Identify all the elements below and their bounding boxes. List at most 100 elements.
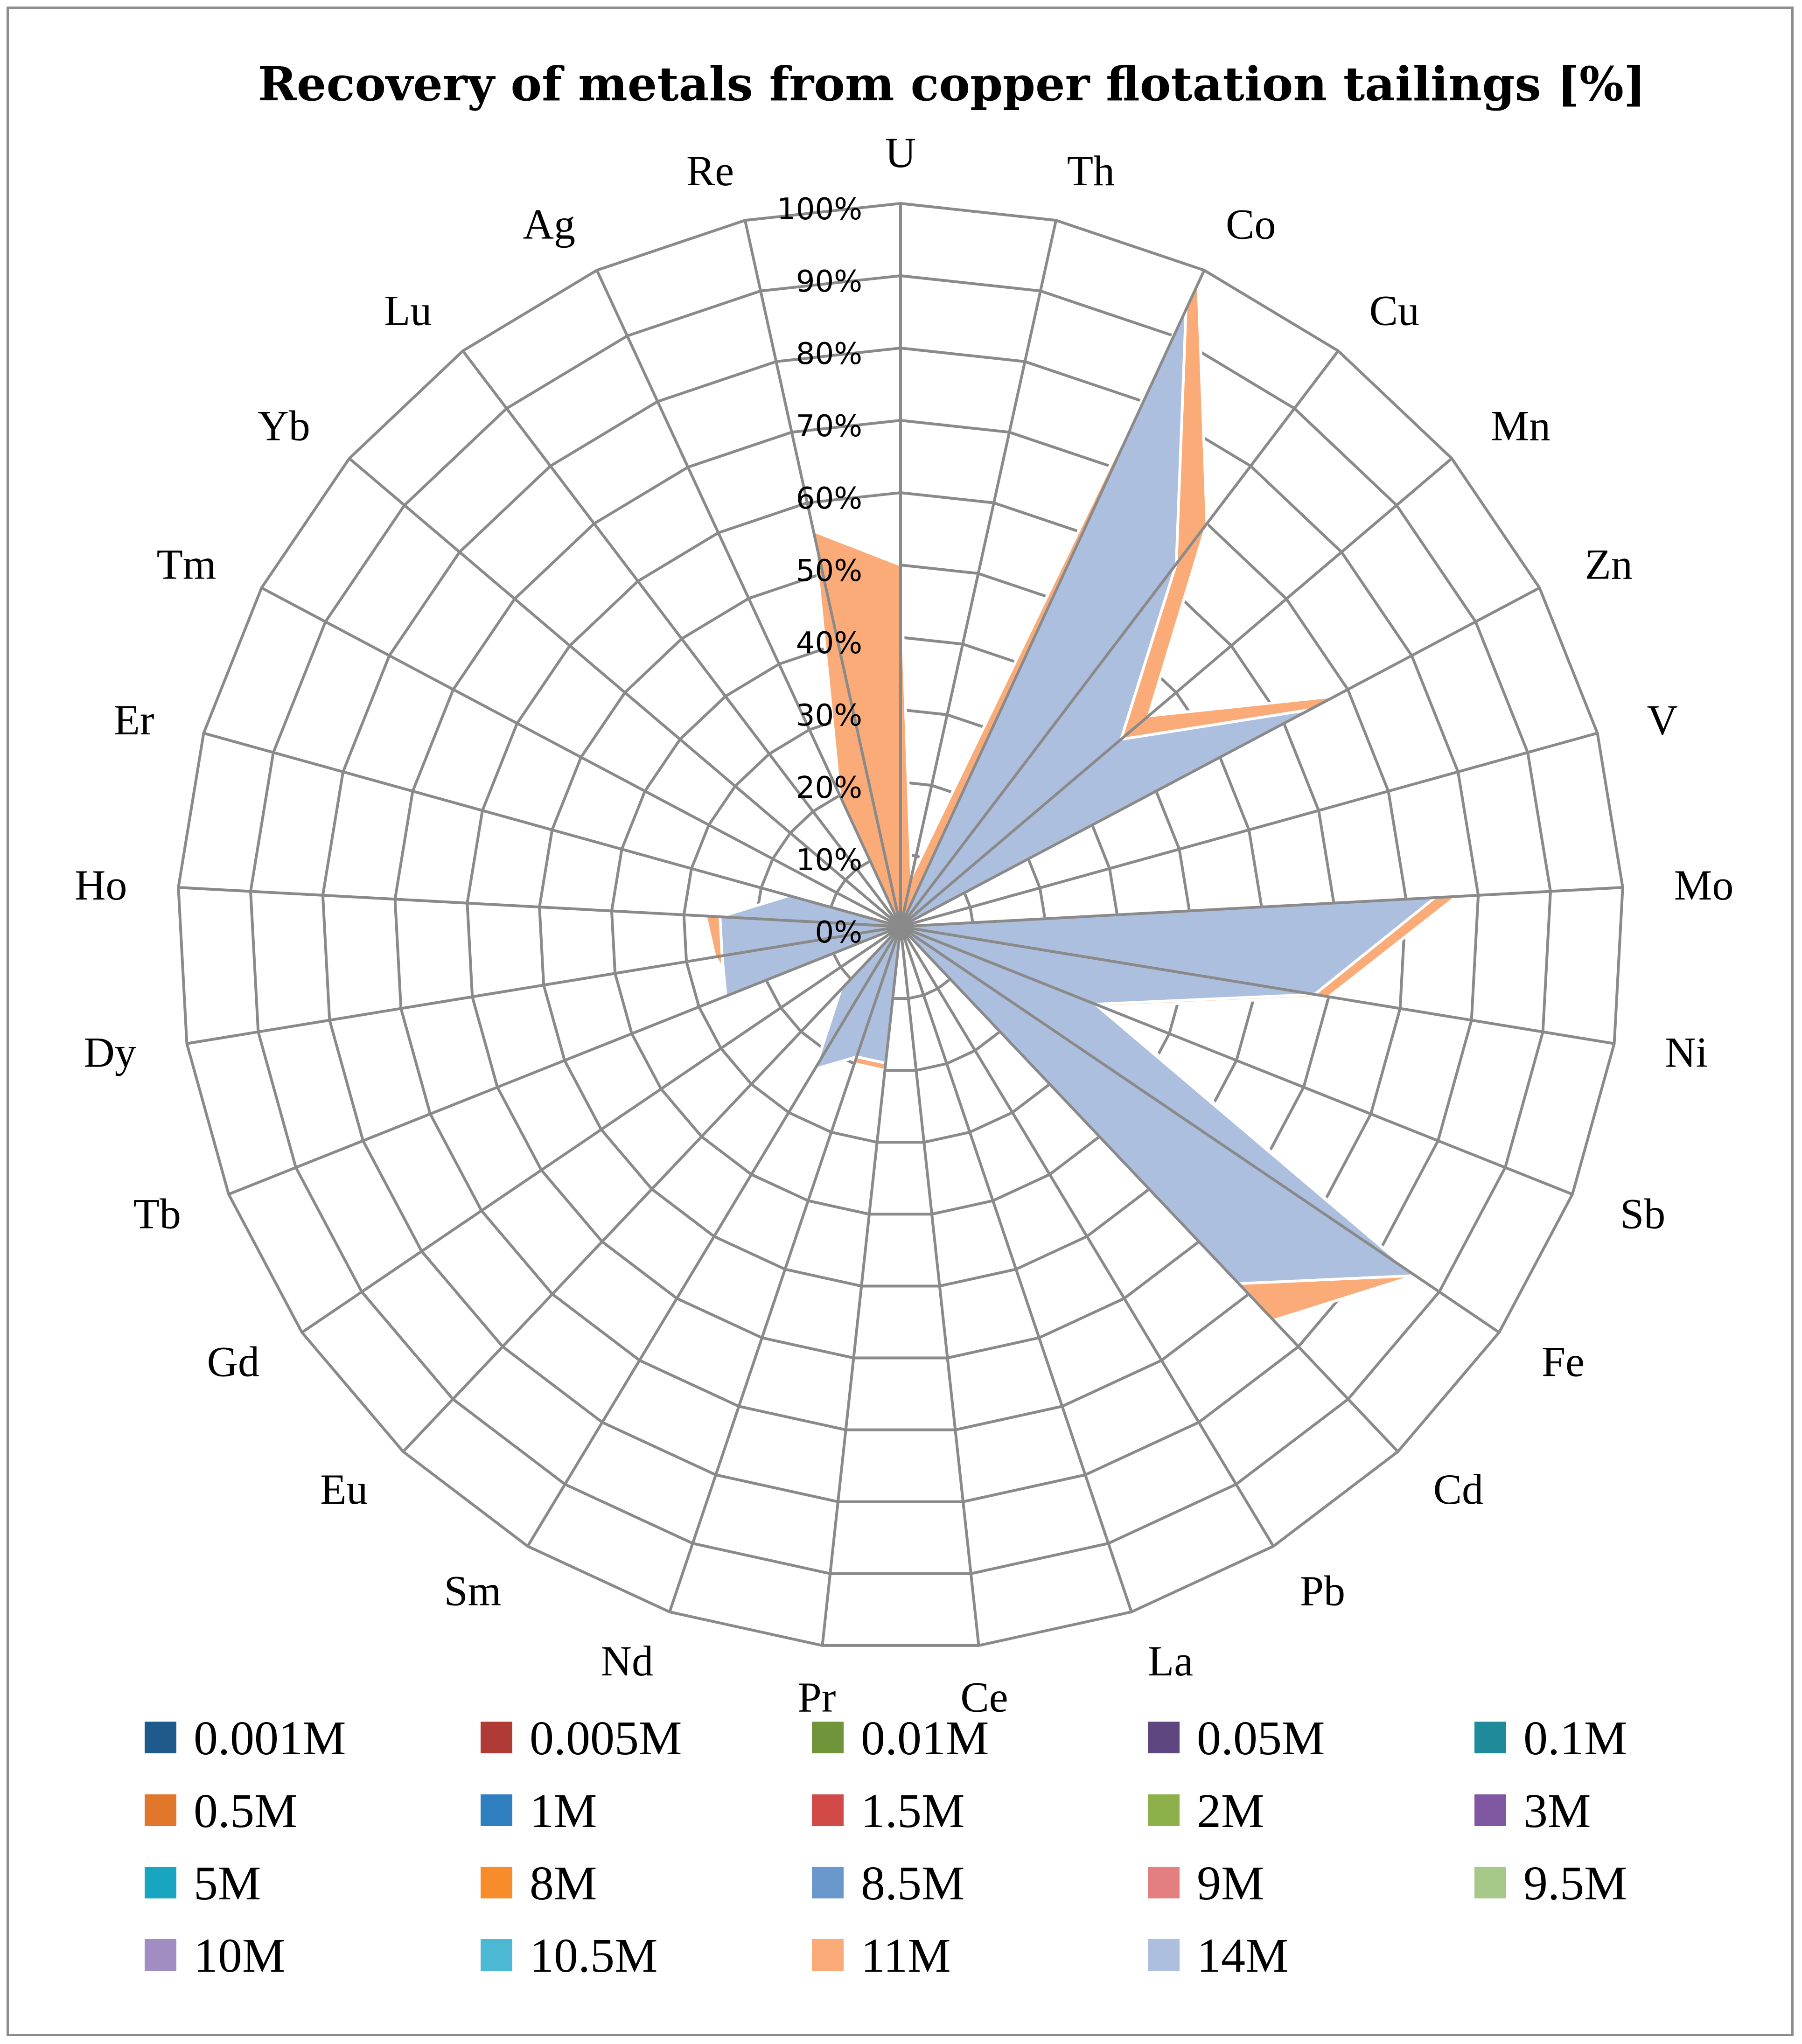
tick-label: 100% [777, 192, 862, 227]
category-label-Cu: Cu [1369, 286, 1419, 334]
legend-swatch-1.5M [812, 1794, 844, 1826]
legend-label-9M: 9M [1197, 1856, 1264, 1910]
spoke-Fe [900, 925, 1500, 1334]
legend-label-11M: 11M [861, 1929, 951, 1982]
category-label-Nd: Nd [601, 1637, 653, 1685]
legend-label-10M: 10M [194, 1929, 285, 1982]
spoke-Ag [595, 269, 902, 928]
spoke-Re [743, 220, 902, 927]
tick-label: 70% [796, 409, 862, 444]
category-label-Yb: Yb [258, 402, 310, 449]
spoke-Er [203, 732, 901, 928]
category-label-U: U [885, 129, 916, 176]
legend-label-0.005M: 0.005M [530, 1711, 682, 1765]
chart-title: Recovery of metals from copper flotation… [258, 56, 1646, 112]
legend-swatch-10.5M [481, 1939, 512, 1971]
category-label-Pb: Pb [1300, 1567, 1345, 1614]
category-label-Ni: Ni [1665, 1029, 1708, 1076]
spoke-Ho [178, 886, 901, 928]
legend: 0.001M 0.005M 0.01M 0.05M 0.1M 0.5M 1M 1.5M 2M 3M… [145, 1711, 1627, 1982]
tick-label: 10% [796, 843, 862, 878]
spoke-Mn [900, 457, 1453, 928]
legend-swatch-0.05M [1148, 1722, 1180, 1753]
spoke-Cd [899, 925, 1399, 1453]
spoke-Pr [821, 926, 902, 1646]
spoke-Mo [900, 886, 1623, 928]
legend-swatch-0.005M [481, 1722, 512, 1753]
spoke-Ce [899, 926, 980, 1646]
legend-swatch-0.001M [145, 1722, 176, 1753]
spoke-Yb [348, 457, 901, 928]
spoke-La [899, 926, 1133, 1612]
tick-label: 0% [815, 915, 862, 950]
category-label-Co: Co [1226, 200, 1276, 248]
legend-label-5M: 5M [194, 1856, 261, 1910]
legend-swatch-0.5M [145, 1794, 176, 1826]
radar-spokes [178, 203, 1623, 1646]
category-label-Mo: Mo [1674, 861, 1734, 909]
legend-label-8.5M: 8.5M [861, 1856, 964, 1910]
category-label-Lu: Lu [384, 286, 432, 334]
category-label-Eu: Eu [320, 1465, 368, 1513]
legend-label-0.05M: 0.05M [1197, 1711, 1325, 1765]
legend-swatch-3M [1474, 1794, 1506, 1826]
category-label-Re: Re [686, 147, 734, 195]
legend-label-10.5M: 10.5M [530, 1929, 657, 1982]
spoke-Sm [526, 926, 902, 1547]
spoke-Th [899, 220, 1058, 927]
legend-swatch-1M [481, 1794, 512, 1826]
spoke-V [900, 732, 1598, 928]
category-label-Pr: Pr [798, 1673, 836, 1721]
grid-ring [393, 419, 1408, 1431]
legend-swatch-11M [812, 1939, 844, 1971]
category-label-Er: Er [114, 696, 154, 744]
tick-label: 20% [796, 771, 862, 805]
legend-label-1.5M: 1.5M [861, 1784, 964, 1838]
category-labels: U Th Co Cu Mn Zn V Mo Ni Sb Fe Cd Pb La Ce Pr Nd Sm Eu Gd Tb… [75, 129, 1733, 1721]
legend-swatch-0.01M [812, 1722, 844, 1753]
spoke-Pb [899, 926, 1275, 1547]
category-label-V: V [1647, 696, 1677, 744]
legend-label-0.01M: 0.01M [861, 1711, 989, 1765]
legend-swatch-0.1M [1474, 1722, 1506, 1753]
legend-swatch-9.5M [1474, 1867, 1506, 1898]
category-label-Cd: Cd [1433, 1465, 1483, 1513]
legend-label-0.001M: 0.001M [194, 1711, 346, 1765]
grid-ring [249, 274, 1552, 1575]
spoke-Ni [900, 925, 1615, 1045]
tick-label: 90% [796, 265, 862, 299]
tick-labels: 0% 10% 20% 30% 40% 50% 60% 70% 80% 90% 100% [777, 192, 862, 950]
legend-label-0.1M: 0.1M [1523, 1711, 1627, 1765]
spoke-Tm [261, 586, 901, 928]
legend-label-8M: 8M [530, 1856, 597, 1910]
category-label-Mn: Mn [1491, 402, 1551, 449]
legend-label-3M: 3M [1523, 1784, 1591, 1838]
spoke-Sb [900, 925, 1573, 1196]
category-label-Tm: Tm [157, 540, 217, 588]
category-label-Fe: Fe [1542, 1338, 1585, 1386]
category-label-Th: Th [1067, 147, 1115, 195]
category-label-Zn: Zn [1585, 540, 1633, 588]
legend-label-2M: 2M [1197, 1784, 1264, 1838]
legend-swatch-2M [1148, 1794, 1180, 1826]
spoke-Lu [461, 350, 902, 928]
tick-label: 40% [796, 626, 862, 661]
category-label-Sm: Sm [444, 1567, 501, 1614]
radar-grid [177, 202, 1624, 1647]
legend-swatch-9M [1148, 1867, 1180, 1898]
grid-ring [321, 346, 1480, 1503]
spoke-Gd [301, 925, 901, 1334]
spoke-Nd [668, 926, 902, 1612]
category-label-Dy: Dy [84, 1029, 136, 1076]
center-hub [888, 914, 913, 939]
legend-swatch-10M [145, 1939, 176, 1971]
legend-swatch-8.5M [812, 1867, 844, 1898]
spoke-Eu [402, 925, 902, 1453]
spoke-Tb [228, 925, 901, 1196]
tick-label: 80% [796, 337, 862, 371]
legend-label-0.5M: 0.5M [194, 1784, 297, 1838]
category-label-Tb: Tb [133, 1190, 181, 1237]
legend-swatch-8M [481, 1867, 512, 1898]
spoke-Zn [900, 586, 1540, 928]
